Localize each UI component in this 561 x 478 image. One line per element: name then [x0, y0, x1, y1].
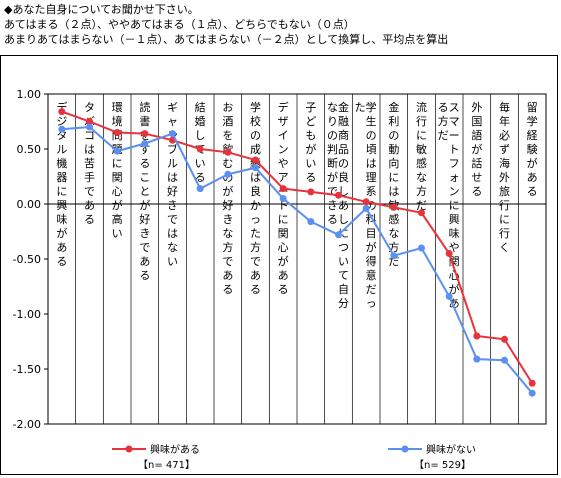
data-point	[473, 355, 481, 363]
data-point	[418, 209, 425, 217]
chart-frame	[0, 55, 558, 475]
series-lines	[58, 108, 536, 397]
category-label: 外国語が話せる	[471, 101, 482, 198]
category-grid	[75, 94, 519, 424]
data-point	[362, 204, 370, 212]
data-point	[279, 185, 287, 193]
data-point	[528, 389, 536, 397]
legend-label: 興味がない	[426, 443, 476, 456]
legend-label: 興味がある	[150, 443, 200, 456]
category-label: 毎年必ず海外旅行に行く	[499, 101, 510, 254]
data-point	[390, 252, 398, 260]
data-point	[252, 156, 259, 164]
category-label: 環境問題に関心が高い	[112, 101, 123, 240]
category-label: ギャンブルは好きではない	[167, 101, 178, 268]
data-point	[390, 203, 398, 211]
series-line-1	[61, 110, 534, 384]
data-point	[58, 108, 66, 116]
data-point	[335, 191, 342, 199]
data-point	[86, 123, 93, 131]
data-point	[362, 198, 370, 206]
category-label: 結婚している	[195, 100, 206, 184]
data-point	[473, 332, 481, 340]
data-point	[307, 188, 315, 196]
legend-sample-size: 【n= 529】	[414, 459, 471, 471]
y-axis-ticks: 1.00 0.50 0.00 -0.50 -1.00 -1.50 -2.00	[13, 88, 48, 431]
category-label: 読書をすることが好きである	[139, 100, 150, 282]
y-tick-label: -2.00	[13, 418, 41, 431]
data-point	[279, 195, 287, 202]
data-point	[445, 292, 453, 300]
data-point	[418, 244, 425, 252]
data-point	[113, 147, 121, 155]
y-tick-label: 1.00	[17, 88, 42, 101]
category-label: 留学経験がある	[527, 101, 538, 198]
data-point	[252, 164, 259, 172]
y-tick-label: 0.00	[17, 198, 42, 211]
category-label: 金利の動向には敏感な方だ	[388, 100, 399, 268]
legend-sample-size: 【n= 471】	[138, 459, 195, 471]
data-point	[86, 118, 93, 125]
scoring-note-line2: あまりあてはまらない（－１点）、あてはまらない（－２点）として換算し、平均点を算…	[4, 33, 449, 46]
data-point	[169, 130, 176, 138]
category-label: お酒を飲むのが好きな方である	[222, 101, 233, 296]
category-label: 学校の成績は良かった方である	[250, 100, 261, 296]
data-point	[528, 379, 536, 387]
data-point	[141, 130, 149, 138]
data-point	[445, 250, 453, 257]
data-point	[501, 335, 508, 343]
data-point	[58, 125, 66, 133]
y-tick-label: -0.50	[13, 253, 41, 266]
category-label: 子どもがいる	[305, 101, 316, 184]
series-line-2	[61, 125, 533, 394]
y-tick-label: 0.50	[17, 143, 42, 156]
data-point	[335, 231, 342, 239]
legend: 興味がある【n= 471】 興味がない【n= 529】	[112, 443, 476, 471]
chart-title: ◆あなた自身についてお聞かせ下さい。	[4, 3, 199, 16]
category-label: スマートフォンに興味や関心がある方だ	[438, 101, 460, 310]
category-label: 金融商品の良しあしについて自分なりの判断ができる	[327, 100, 349, 310]
data-point	[141, 140, 149, 147]
scoring-note-line1: あてはまる（２点）、ややあてはまる（１点）、どちらでもない（０点）	[4, 18, 355, 31]
legend-swatch-marker	[125, 445, 133, 453]
category-labels: デジタル機器に興味があるタバコは苦手である環境問題に関心が高い読書をすることが好…	[56, 100, 537, 310]
y-tick-label: -1.00	[13, 308, 41, 321]
data-point	[307, 218, 315, 226]
data-point	[501, 356, 508, 364]
category-label: 流行に敏感な方だ	[416, 100, 427, 212]
category-label: デジタル機器に興味がある	[56, 100, 67, 268]
data-point	[224, 148, 232, 156]
data-point	[224, 170, 232, 178]
y-tick-label: -1.50	[13, 363, 41, 376]
legend-swatch-marker	[401, 445, 409, 453]
data-point	[196, 185, 204, 193]
data-point	[196, 145, 204, 153]
data-point	[113, 129, 121, 136]
category-label: 学生の頃は理系の科目が得意だった	[355, 100, 377, 310]
